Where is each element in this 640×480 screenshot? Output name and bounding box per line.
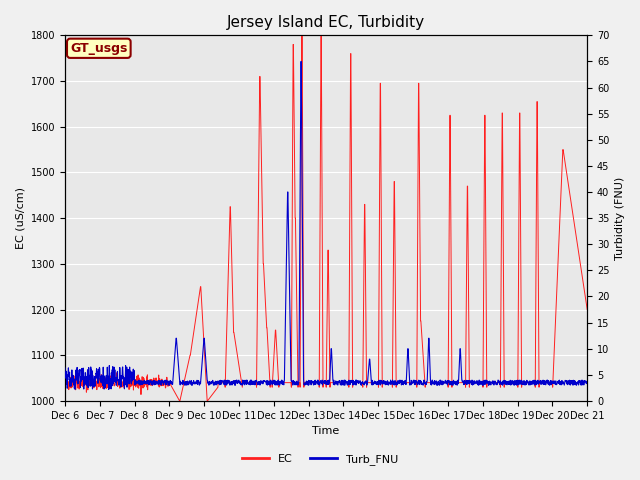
Y-axis label: EC (uS/cm): EC (uS/cm) [15,187,25,249]
X-axis label: Time: Time [312,426,340,436]
Text: GT_usgs: GT_usgs [70,42,127,55]
Y-axis label: Turbidity (FNU): Turbidity (FNU) [615,177,625,260]
Legend: EC, Turb_FNU: EC, Turb_FNU [237,450,403,469]
Title: Jersey Island EC, Turbidity: Jersey Island EC, Turbidity [227,15,425,30]
